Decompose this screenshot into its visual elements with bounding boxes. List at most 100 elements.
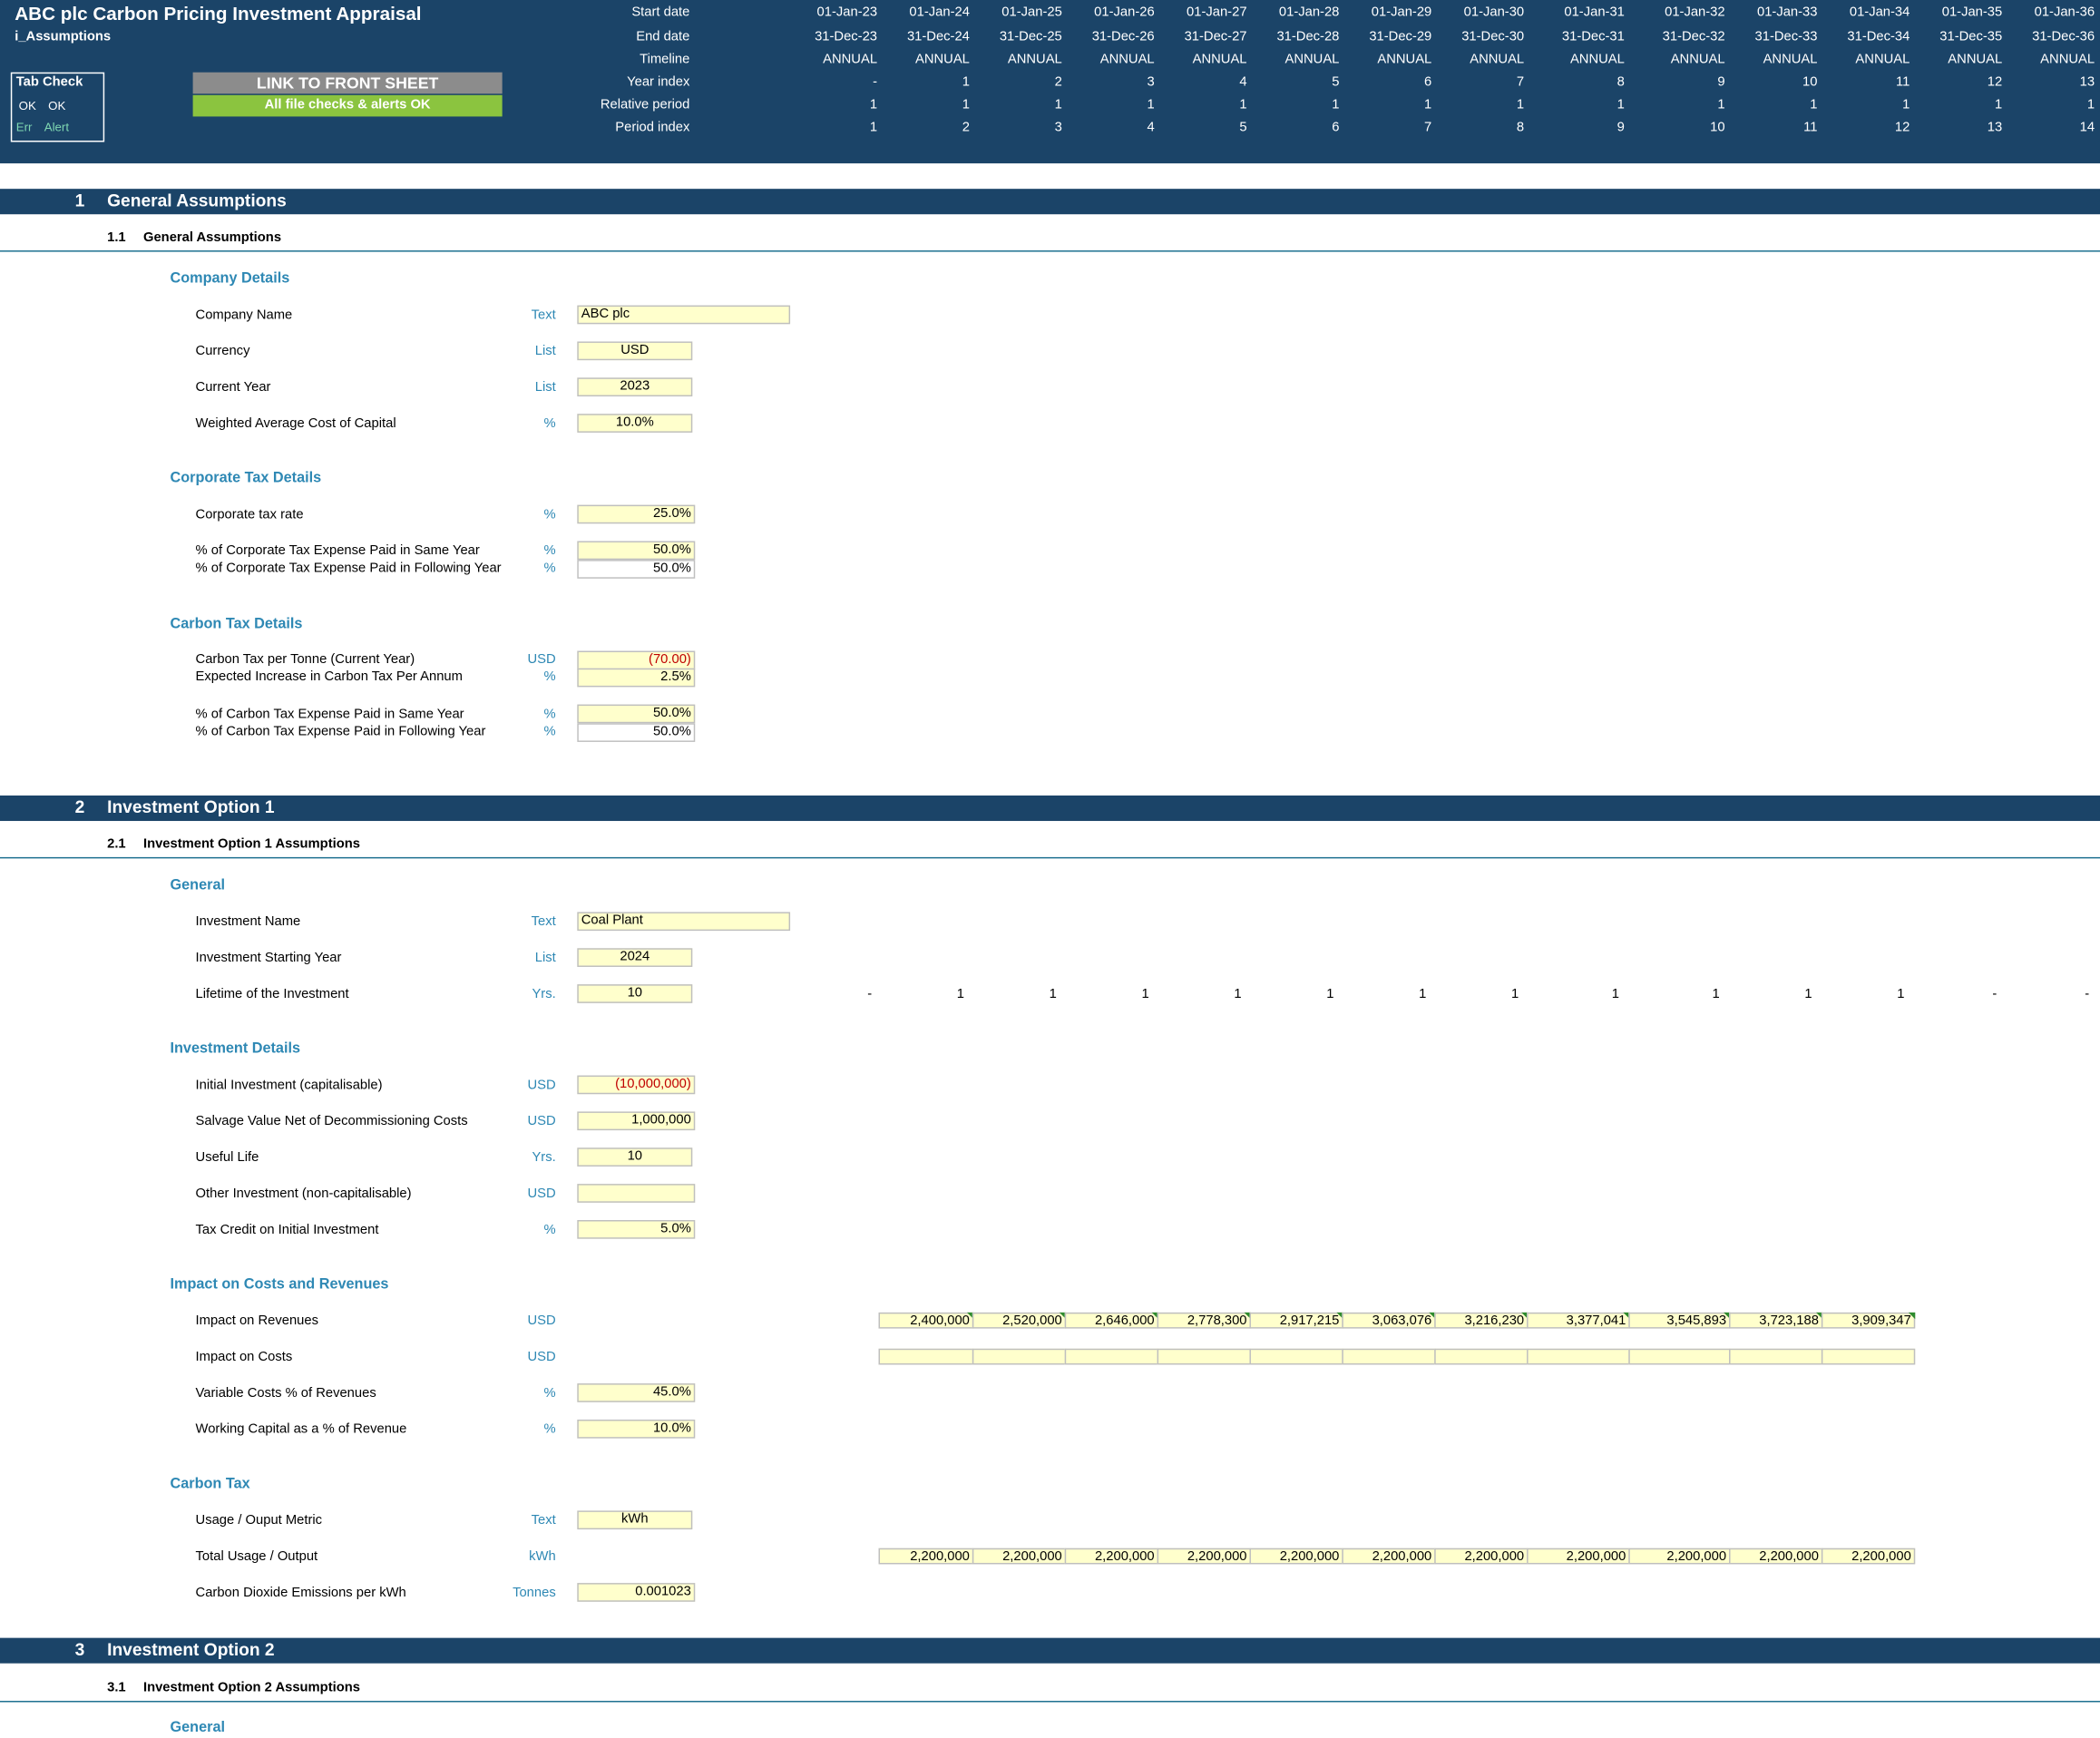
timeline-timeline-cell: ANNUAL <box>1470 52 1525 67</box>
revenue-input-cell[interactable]: 2,520,000 <box>972 1312 1067 1329</box>
revenue-input-cell[interactable]: 2,917,215 <box>1249 1312 1343 1329</box>
revenue-input-cell[interactable]: 3,909,347 <box>1821 1312 1916 1329</box>
corp-tax-same-year-input[interactable]: 50.0% <box>577 541 696 561</box>
usage-input-cell[interactable]: 2,200,000 <box>1527 1548 1630 1565</box>
usage-input-cell[interactable]: 2,200,000 <box>1064 1548 1159 1565</box>
revenue-input-cell[interactable]: 3,723,188 <box>1729 1312 1823 1329</box>
working-capital-input[interactable]: 10.0% <box>577 1419 696 1439</box>
row-label: Initial Investment (capitalisable) <box>195 1078 383 1093</box>
lifetime-flag-cell: - <box>2085 987 2090 1002</box>
timeline-period-index-cell: 2 <box>962 120 970 136</box>
corporate-tax-rate-input[interactable]: 25.0% <box>577 504 696 524</box>
timeline-year-index-cell: 11 <box>1896 74 1910 90</box>
timeline-timeline-cell: ANNUAL <box>1670 52 1725 67</box>
usage-input-cell[interactable]: 2,200,000 <box>1249 1548 1343 1565</box>
timeline-relative-period-cell: 1 <box>1054 97 1062 113</box>
group-general: General <box>170 877 225 893</box>
salvage-value-input[interactable]: 1,000,000 <box>577 1111 696 1131</box>
timeline-start-date-cell: 01-Jan-24 <box>909 5 970 21</box>
usage-input-cell[interactable]: 2,200,000 <box>972 1548 1067 1565</box>
cost-input-cell[interactable] <box>1434 1348 1529 1365</box>
timeline-relative-period-cell: 1 <box>1995 97 2003 113</box>
current-year-select[interactable]: 2023 <box>577 377 693 397</box>
row-label: Carbon Dioxide Emissions per kWh <box>195 1586 406 1601</box>
timeline-relative-period-cell: 1 <box>2086 97 2095 113</box>
timeline-row-label: End date <box>636 29 690 44</box>
investment-name-input[interactable]: Coal Plant <box>577 912 791 932</box>
usage-input-cell[interactable]: 2,200,000 <box>1628 1548 1731 1565</box>
revenue-input-cell[interactable]: 3,545,893 <box>1628 1312 1731 1329</box>
timeline-relative-period-cell: 1 <box>1810 97 1818 113</box>
timeline-period-index-cell: 14 <box>2079 120 2095 136</box>
revenue-input-cell[interactable]: 2,778,300 <box>1157 1312 1251 1329</box>
investment-lifetime-input[interactable]: 10 <box>577 984 693 1003</box>
row-unit: USD <box>527 1350 556 1365</box>
cost-input-cell[interactable] <box>1821 1348 1916 1365</box>
group-carbon-tax: Carbon Tax <box>170 1475 250 1492</box>
timeline-relative-period-cell: 1 <box>1332 97 1340 113</box>
carbon-tax-increase-input[interactable]: 2.5% <box>577 668 696 688</box>
subsection-number: 3.1 <box>107 1680 126 1696</box>
lifetime-flag-cell: 1 <box>1326 987 1334 1002</box>
revenue-input-cell[interactable]: 2,646,000 <box>1064 1312 1159 1329</box>
row-unit: List <box>534 951 556 966</box>
lifetime-flag-cell: 1 <box>1419 987 1427 1002</box>
row-label: % of Carbon Tax Expense Paid in Same Yea… <box>195 707 464 722</box>
timeline-row-label: Year index <box>627 74 690 90</box>
revenue-input-cell[interactable]: 3,063,076 <box>1342 1312 1436 1329</box>
revenue-input-cell[interactable]: 2,400,000 <box>878 1312 974 1329</box>
other-investment-input[interactable] <box>577 1184 696 1203</box>
usage-input-cell[interactable]: 2,200,000 <box>878 1548 974 1565</box>
initial-investment-input[interactable]: (10,000,000) <box>577 1075 696 1095</box>
variable-costs-input[interactable]: 45.0% <box>577 1383 696 1402</box>
emissions-per-kwh-input[interactable]: 0.001023 <box>577 1583 696 1602</box>
row-label: Carbon Tax per Tonne (Current Year) <box>195 652 415 668</box>
timeline-start-date-cell: 01-Jan-30 <box>1463 5 1525 21</box>
row-unit: % <box>543 724 556 739</box>
usage-input-cell[interactable]: 2,200,000 <box>1821 1548 1916 1565</box>
tax-credit-input[interactable]: 5.0% <box>577 1220 696 1239</box>
row-unit: USD <box>527 1114 556 1129</box>
link-to-front-sheet-button[interactable]: LINK TO FRONT SHEET <box>192 72 503 94</box>
timeline-timeline-cell: ANNUAL <box>1763 52 1818 67</box>
cost-input-cell[interactable] <box>1342 1348 1436 1365</box>
group-general: General <box>170 1719 225 1736</box>
carbon-tax-per-tonne-input[interactable]: (70.00) <box>577 650 696 670</box>
timeline-period-index-cell: 1 <box>869 120 878 136</box>
currency-select[interactable]: USD <box>577 341 693 361</box>
cost-input-cell[interactable] <box>878 1348 974 1365</box>
timeline-timeline-cell: ANNUAL <box>1569 52 1625 67</box>
timeline-year-index-cell: 12 <box>1987 74 2003 90</box>
subsection-header: 3.1 Investment Option 2 Assumptions <box>0 1681 2100 1703</box>
row-unit: Text <box>531 1513 556 1528</box>
cost-input-cell[interactable] <box>1729 1348 1823 1365</box>
cost-input-cell[interactable] <box>1628 1348 1731 1365</box>
carbon-tax-same-year-input[interactable]: 50.0% <box>577 704 696 724</box>
timeline-relative-period-cell: 1 <box>1717 97 1725 113</box>
subsection-title: General Assumptions <box>142 229 282 246</box>
row-unit: % <box>543 507 556 522</box>
section-header: 1 General Assumptions <box>0 189 2100 215</box>
company-name-input[interactable]: ABC plc <box>577 305 791 325</box>
revenue-input-cell[interactable]: 3,216,230 <box>1434 1312 1529 1329</box>
row-unit: Yrs. <box>532 987 556 1002</box>
revenue-input-cell[interactable]: 3,377,041 <box>1527 1312 1630 1329</box>
cost-input-cell[interactable] <box>1527 1348 1630 1365</box>
row-label: Variable Costs % of Revenues <box>195 1386 376 1401</box>
timeline-start-date-cell: 01-Jan-35 <box>1941 5 2003 21</box>
row-label: Company Name <box>195 308 293 323</box>
timeline-start-date-cell: 01-Jan-33 <box>1756 5 1818 21</box>
usage-input-cell[interactable]: 2,200,000 <box>1729 1548 1823 1565</box>
cost-input-cell[interactable] <box>1064 1348 1159 1365</box>
wacc-input[interactable]: 10.0% <box>577 414 693 433</box>
usage-input-cell[interactable]: 2,200,000 <box>1157 1548 1251 1565</box>
cost-input-cell[interactable] <box>1157 1348 1251 1365</box>
cost-input-cell[interactable] <box>1249 1348 1343 1365</box>
investment-start-year-select[interactable]: 2024 <box>577 948 693 967</box>
usage-input-cell[interactable]: 2,200,000 <box>1342 1548 1436 1565</box>
useful-life-input[interactable]: 10 <box>577 1147 693 1167</box>
cost-input-cell[interactable] <box>972 1348 1067 1365</box>
timeline-relative-period-cell: 1 <box>1617 97 1625 113</box>
usage-metric-input[interactable]: kWh <box>577 1510 693 1530</box>
usage-input-cell[interactable]: 2,200,000 <box>1434 1548 1529 1565</box>
